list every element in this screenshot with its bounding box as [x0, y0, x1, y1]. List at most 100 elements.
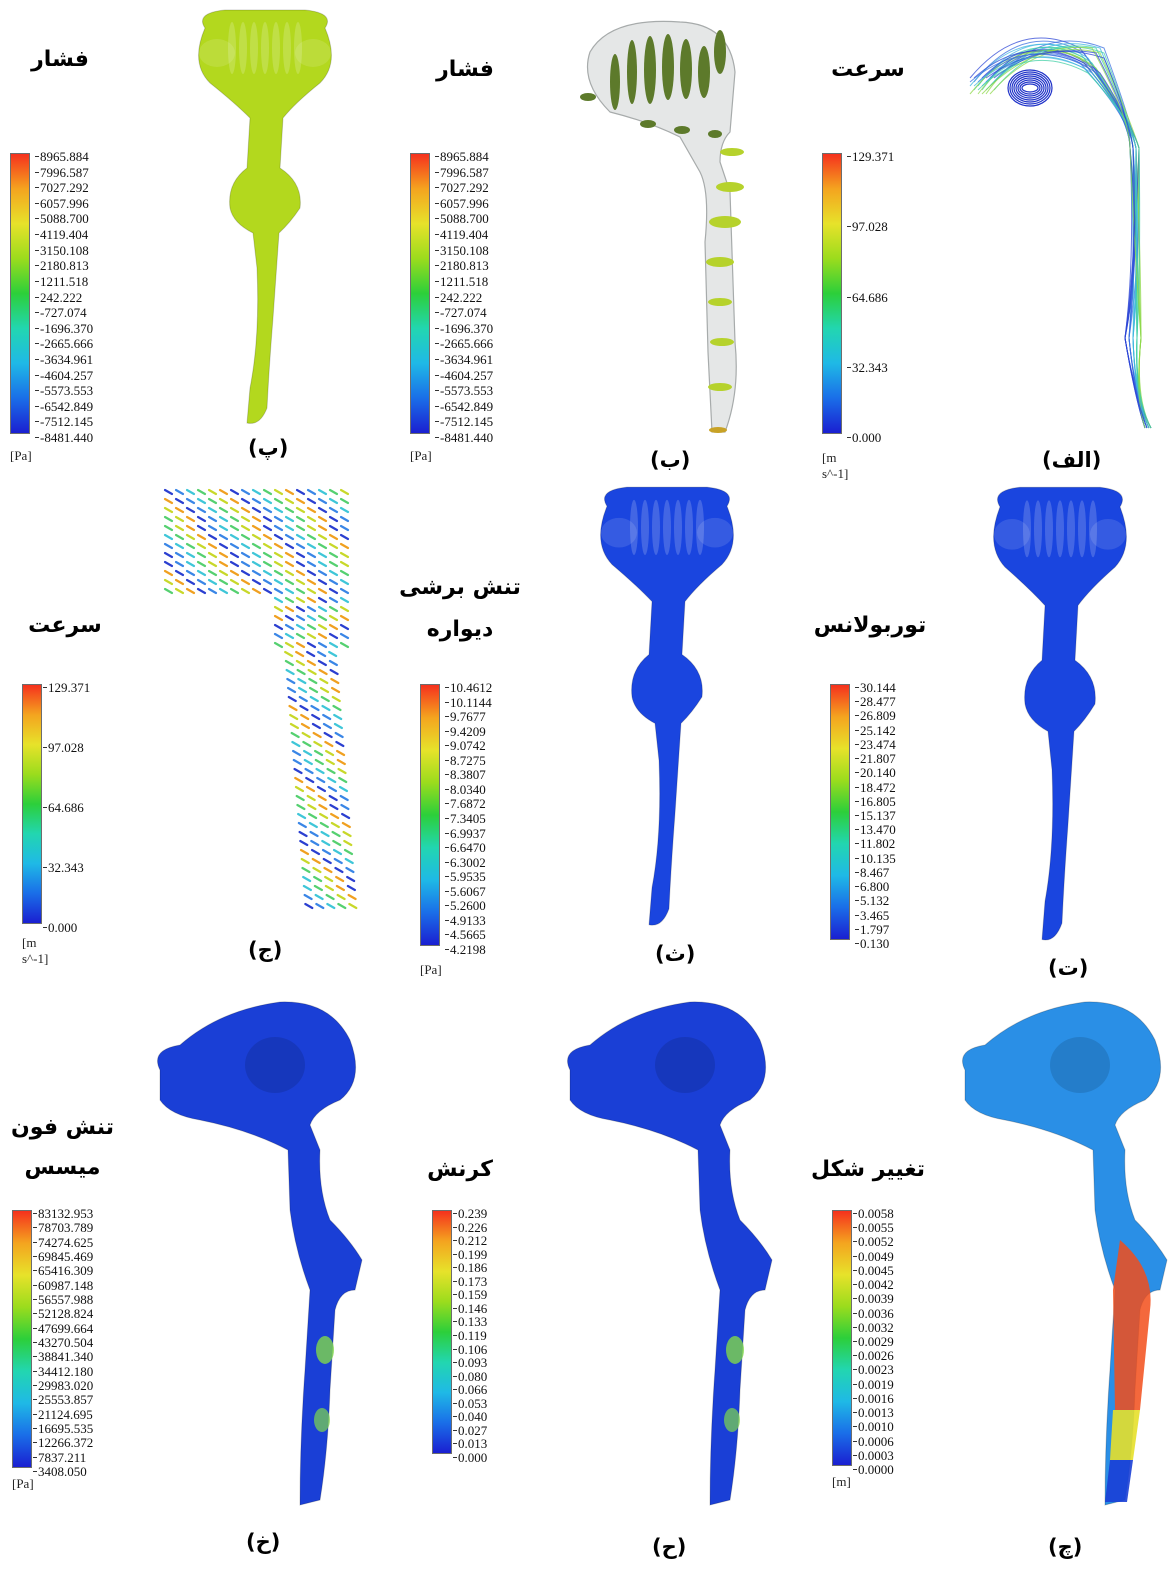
- velocity-arrow: [321, 848, 332, 856]
- velocity-arrow: [328, 560, 339, 568]
- velocity-arrow: [304, 902, 314, 910]
- tick-label: 0.0006: [853, 1433, 894, 1449]
- velocity-arrow: [339, 524, 350, 532]
- velocity-arrow: [302, 740, 312, 748]
- streamline: [989, 49, 1152, 429]
- vortex-ring: [1011, 73, 1049, 103]
- streamline: [993, 40, 1150, 429]
- velocity-arrow: [324, 740, 334, 748]
- velocity-arrow: [328, 632, 339, 640]
- velocity-arrow: [262, 542, 273, 550]
- velocity-arrow: [344, 857, 354, 865]
- velocity-arrow: [327, 785, 338, 793]
- velocity-arrow: [309, 695, 319, 703]
- tick-label: 30.144: [855, 680, 896, 695]
- tick-label: 0.173: [452, 1273, 488, 1289]
- velocity-arrow: [273, 569, 284, 577]
- velocity-arrow: [307, 803, 317, 811]
- velocity-arrow: [328, 596, 339, 604]
- velocity-arrow: [295, 551, 306, 559]
- velocity-arrow: [196, 497, 207, 505]
- velocity-arrow: [174, 497, 185, 505]
- velocity-arrow: [328, 623, 339, 631]
- velocity-arrow: [339, 623, 350, 631]
- velocity-arrow: [289, 722, 300, 730]
- tick-label: 20.140: [855, 765, 896, 781]
- velocity-arrow: [174, 542, 185, 550]
- velocity-arrow: [229, 560, 240, 568]
- velocity-arrow: [196, 506, 207, 514]
- velocity-arrow: [306, 587, 317, 595]
- velocity-arrow: [286, 677, 296, 685]
- model-pressure-slices: [580, 20, 744, 433]
- velocity-arrow: [207, 506, 218, 514]
- velocity-arrow: [284, 623, 295, 631]
- velocity-arrow: [339, 551, 350, 559]
- model-wall-shear: [600, 486, 734, 926]
- velocity-arrow: [306, 560, 317, 568]
- velocity-arrow: [207, 515, 218, 523]
- unit-label: [m s^-1]: [22, 935, 49, 966]
- tick-label: 23.474: [855, 736, 896, 752]
- velocity-arrow: [262, 506, 273, 514]
- velocity-arrow: [262, 524, 273, 532]
- velocity-arrow: [319, 686, 330, 694]
- tick-label: 0.0023: [853, 1362, 894, 1378]
- velocity-arrow: [251, 578, 262, 586]
- velocity-arrow: [218, 578, 229, 586]
- tick-label: 7996.587: [435, 164, 489, 180]
- tick-label: 242.222: [34, 289, 83, 305]
- velocity-arrow: [317, 560, 328, 568]
- velocity-arrow: [207, 497, 218, 505]
- tick-label: 0.0029: [853, 1334, 894, 1349]
- velocity-arrow: [328, 794, 338, 802]
- velocity-arrow: [335, 749, 346, 757]
- tick-label: 1.797: [854, 921, 890, 937]
- velocity-arrow: [207, 551, 218, 559]
- velocity-arrow: [262, 533, 273, 541]
- velocity-arrow: [312, 731, 322, 739]
- tick-label: 47699.664: [32, 1320, 94, 1336]
- velocity-arrow: [229, 515, 240, 523]
- tick-label: 129.371: [42, 680, 91, 695]
- velocity-arrow: [339, 578, 350, 586]
- tick-label: 6057.996: [435, 195, 489, 211]
- legend-title-line1: تنش برشی: [399, 575, 521, 600]
- velocity-arrow: [330, 677, 340, 685]
- velocity-arrow: [326, 767, 336, 775]
- tick-label: 8.467: [854, 864, 890, 880]
- tick-label: 74274.625: [32, 1234, 94, 1250]
- tick-label: 4.9133: [445, 912, 486, 928]
- velocity-arrow: [207, 587, 218, 595]
- velocity-arrow: [273, 533, 284, 541]
- velocity-arrow: [306, 533, 317, 541]
- tick-label: -7512.145: [34, 414, 94, 430]
- velocity-arrow: [295, 641, 306, 649]
- velocity-arrow: [251, 551, 262, 559]
- velocity-arrow: [317, 605, 328, 613]
- tick-label: 3150.108: [35, 242, 89, 258]
- velocity-arrow: [218, 569, 229, 577]
- tick-label: 0.0032: [853, 1319, 894, 1335]
- velocity-arrow: [229, 551, 240, 559]
- tick-label: -8481.440: [434, 430, 494, 445]
- velocity-arrow: [317, 488, 328, 496]
- velocity-arrow: [296, 668, 306, 676]
- tick-label: 0.0019: [853, 1376, 894, 1392]
- velocity-arrow: [174, 506, 185, 514]
- velocity-arrow: [185, 542, 196, 550]
- velocity-arrow: [240, 515, 251, 523]
- velocity-arrow: [314, 893, 324, 901]
- tick-label: 0.186: [452, 1260, 488, 1276]
- panel-label: (ت): [1048, 956, 1089, 980]
- velocity-arrow: [317, 587, 328, 595]
- tick-label: 4119.404: [34, 227, 89, 243]
- velocity-arrow: [339, 632, 350, 640]
- velocity-arrow: [218, 497, 229, 505]
- velocity-arrow: [339, 605, 350, 613]
- velocity-arrow: [207, 542, 218, 550]
- tick-label: 10.1144: [445, 694, 492, 710]
- velocity-arrow: [306, 596, 317, 604]
- tick-label: -4604.257: [434, 367, 494, 383]
- tick-label: 10.135: [855, 850, 896, 866]
